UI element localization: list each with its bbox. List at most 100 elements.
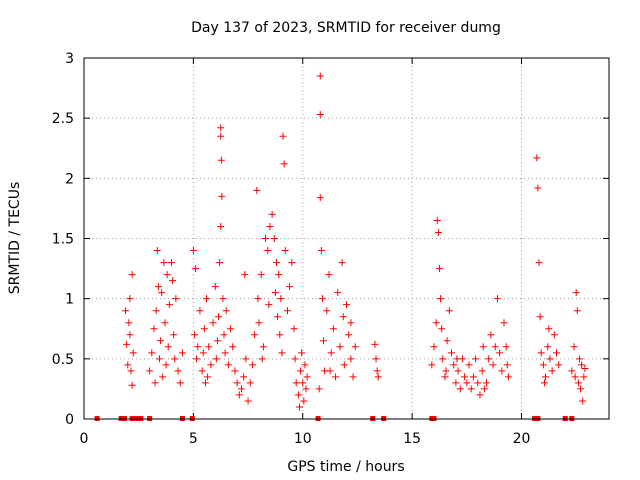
data-point [150, 325, 158, 333]
data-point [581, 364, 589, 372]
data-point [573, 307, 581, 315]
data-point [545, 325, 553, 333]
y-tick-label: 1 [65, 292, 74, 308]
data-point [235, 391, 243, 399]
data-point [297, 367, 305, 375]
data-point [194, 343, 202, 351]
data-point [578, 361, 586, 369]
data-point [153, 247, 161, 255]
data-point [271, 289, 279, 297]
data-point [279, 132, 287, 140]
data-point [480, 385, 488, 393]
data-point [124, 361, 132, 369]
data-point [216, 259, 224, 267]
data-point [199, 349, 207, 357]
data-point [372, 355, 380, 363]
data-point [318, 295, 326, 303]
y-tick-label: 2 [65, 171, 74, 187]
data-point [241, 271, 249, 279]
data-point [198, 367, 206, 375]
data-point [325, 271, 333, 279]
data-point [320, 337, 328, 345]
data-point [485, 355, 493, 363]
data-point [162, 361, 170, 369]
data-point [535, 259, 543, 267]
data-point [262, 235, 270, 242]
data-point [159, 373, 167, 381]
data-point [292, 379, 300, 387]
x-tick-label: 0 [80, 431, 89, 447]
data-point [443, 337, 451, 345]
data-point [469, 373, 477, 381]
data-point [351, 343, 359, 351]
data-point [274, 313, 282, 321]
data-point [349, 373, 357, 381]
data-point [125, 319, 133, 327]
data-point [571, 373, 579, 381]
data-point [220, 331, 228, 339]
y-tick-label: 2.5 [52, 111, 74, 127]
data-point [295, 403, 303, 411]
data-point [575, 355, 583, 363]
data-point [154, 283, 162, 291]
data-point [288, 259, 296, 267]
data-point [127, 367, 135, 375]
x-tick-label: 15 [403, 431, 421, 447]
data-point [257, 271, 265, 279]
data-point [205, 343, 213, 351]
data-point [479, 343, 487, 351]
data-point [448, 349, 455, 357]
data-point [338, 259, 346, 267]
data-point [327, 349, 335, 357]
data-point [441, 373, 449, 381]
data-point [315, 385, 323, 393]
data-point [277, 295, 285, 303]
data-point [316, 194, 324, 202]
data-point [498, 367, 506, 375]
data-point [128, 381, 136, 389]
data-point [273, 259, 280, 267]
data-point [122, 307, 130, 315]
data-point [212, 355, 220, 363]
data-point [227, 325, 235, 333]
data-point [579, 397, 587, 405]
data-point [123, 340, 131, 348]
data-point [568, 367, 576, 375]
data-point [432, 319, 440, 327]
data-point [193, 355, 201, 363]
data-point [163, 271, 171, 279]
data-point [204, 373, 212, 381]
data-point [373, 367, 381, 375]
data-point [539, 361, 547, 369]
data-point [253, 186, 261, 194]
data-point [251, 331, 259, 339]
y-tick-label: 0 [65, 412, 74, 428]
data-point [472, 355, 480, 363]
data-point [259, 343, 267, 351]
data-point [160, 259, 168, 267]
data-point [496, 349, 504, 357]
data-point [280, 160, 288, 168]
data-point [334, 289, 342, 297]
data-point [174, 367, 182, 375]
data-point [217, 156, 225, 164]
data-point [454, 367, 462, 375]
data-point [326, 367, 334, 375]
data-point [476, 391, 484, 399]
data-point [493, 295, 501, 303]
data-point [240, 373, 248, 381]
data-point [146, 367, 154, 375]
data-point [165, 301, 173, 309]
data-point [345, 331, 353, 339]
data-point [572, 289, 580, 297]
data-point [129, 349, 137, 357]
data-point [553, 349, 560, 357]
data-point [248, 361, 256, 369]
data-point [224, 361, 232, 369]
data-point [286, 283, 294, 291]
data-point [278, 349, 286, 357]
data-point [254, 295, 262, 303]
data-point [238, 385, 245, 393]
data-point [430, 343, 438, 351]
data-point [536, 313, 544, 321]
